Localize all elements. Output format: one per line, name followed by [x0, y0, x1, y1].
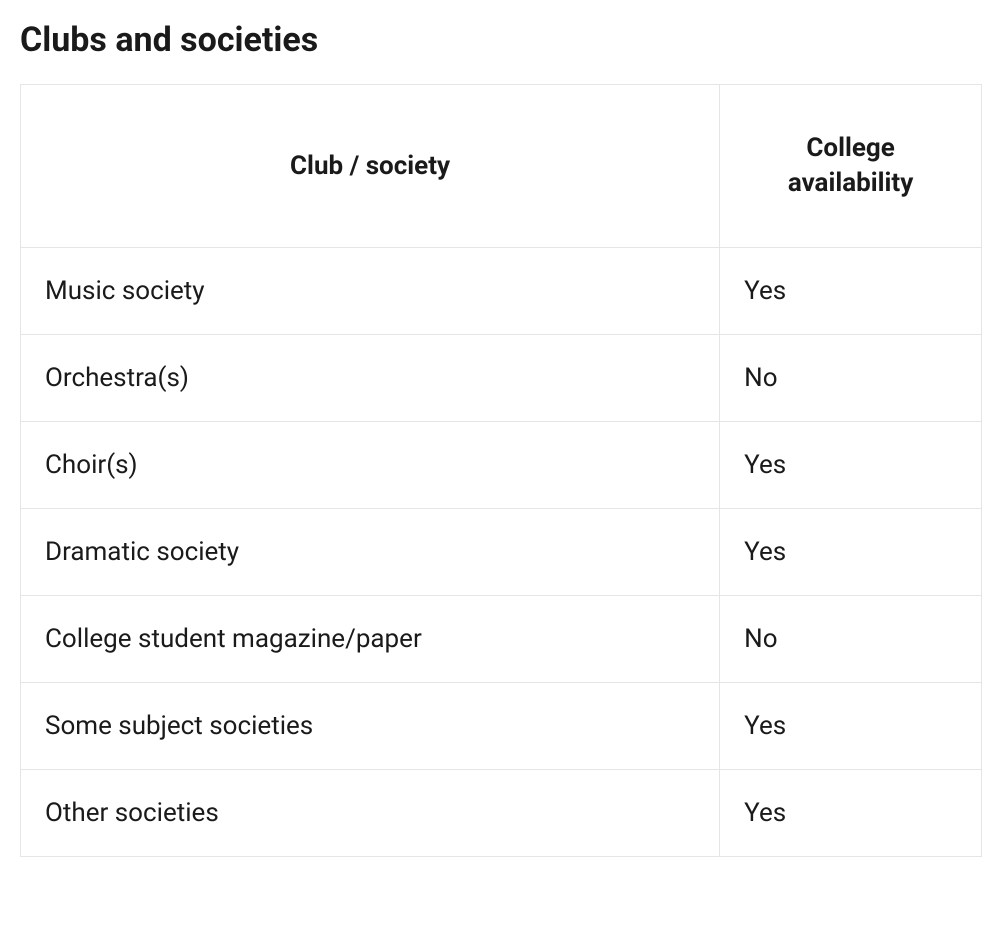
table-row: Dramatic society Yes — [21, 509, 982, 596]
club-availability-cell: No — [720, 596, 982, 683]
club-availability-cell: Yes — [720, 683, 982, 770]
club-availability-cell: No — [720, 335, 982, 422]
club-name-cell: Other societies — [21, 770, 720, 857]
club-availability-cell: Yes — [720, 770, 982, 857]
table-row: College student magazine/paper No — [21, 596, 982, 683]
table-header-availability: College availability — [720, 85, 982, 248]
section-heading: Clubs and societies — [20, 20, 982, 60]
club-name-cell: Choir(s) — [21, 422, 720, 509]
table-row: Other societies Yes — [21, 770, 982, 857]
club-name-cell: Music society — [21, 248, 720, 335]
club-name-cell: Orchestra(s) — [21, 335, 720, 422]
club-name-cell: College student magazine/paper — [21, 596, 720, 683]
table-header-club: Club / society — [21, 85, 720, 248]
table-row: Music society Yes — [21, 248, 982, 335]
club-name-cell: Some subject societies — [21, 683, 720, 770]
club-availability-cell: Yes — [720, 509, 982, 596]
table-header-row: Club / society College availability — [21, 85, 982, 248]
club-availability-cell: Yes — [720, 248, 982, 335]
clubs-table: Club / society College availability Musi… — [20, 84, 982, 857]
table-row: Choir(s) Yes — [21, 422, 982, 509]
table-row: Orchestra(s) No — [21, 335, 982, 422]
club-name-cell: Dramatic society — [21, 509, 720, 596]
table-row: Some subject societies Yes — [21, 683, 982, 770]
club-availability-cell: Yes — [720, 422, 982, 509]
